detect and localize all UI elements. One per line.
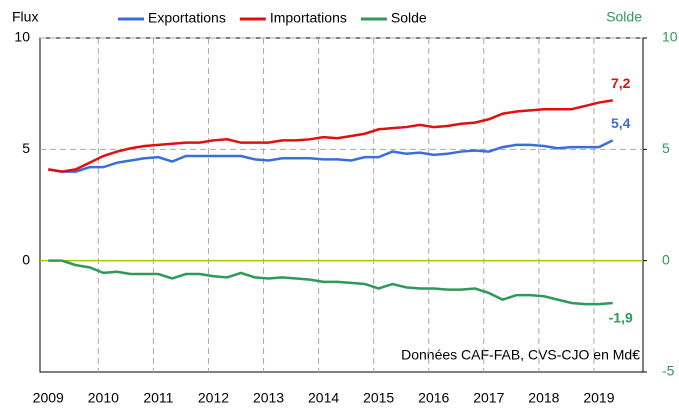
annotation: Données CAF-FAB, CVS-CJO en Md€ xyxy=(401,347,640,363)
series-line xyxy=(48,99,613,173)
legend-label: Importations xyxy=(270,10,347,26)
x-tick-label: 2016 xyxy=(418,390,449,406)
x-tick-label: 2011 xyxy=(143,390,173,406)
x-tick-label: 2013 xyxy=(253,390,284,406)
x-tick-label: 2009 xyxy=(33,390,64,406)
value-label: 7,2 xyxy=(611,75,631,91)
legend-label: Exportations xyxy=(148,10,226,26)
x-tick-label: 2019 xyxy=(583,390,614,406)
y-tick-label: 10 xyxy=(14,29,30,45)
x-tick-label: 2010 xyxy=(88,390,119,406)
x-tick-label: 2015 xyxy=(363,390,394,406)
x-tick-label: 2017 xyxy=(473,390,504,406)
y2-tick-label: -5 xyxy=(662,363,675,379)
x-tick-label: 2018 xyxy=(528,390,559,406)
y-tick-label: 5 xyxy=(22,140,30,156)
value-label: 5,4 xyxy=(611,115,631,131)
y2-axis-label: Solde xyxy=(606,9,642,25)
plot-frame xyxy=(39,37,644,373)
legend-label: Solde xyxy=(391,10,427,26)
y-tick-label: 0 xyxy=(22,251,30,267)
series-line xyxy=(48,139,614,173)
x-tick-label: 2012 xyxy=(198,390,229,406)
y2-tick-label: 0 xyxy=(662,251,670,267)
y2-tick-label: 5 xyxy=(662,140,670,156)
x-tick-label: 2014 xyxy=(308,390,339,406)
y2-tick-label: 10 xyxy=(662,29,678,45)
value-label: -1,9 xyxy=(609,310,633,326)
y-axis-label: Flux xyxy=(12,9,38,25)
series-line xyxy=(48,259,613,306)
